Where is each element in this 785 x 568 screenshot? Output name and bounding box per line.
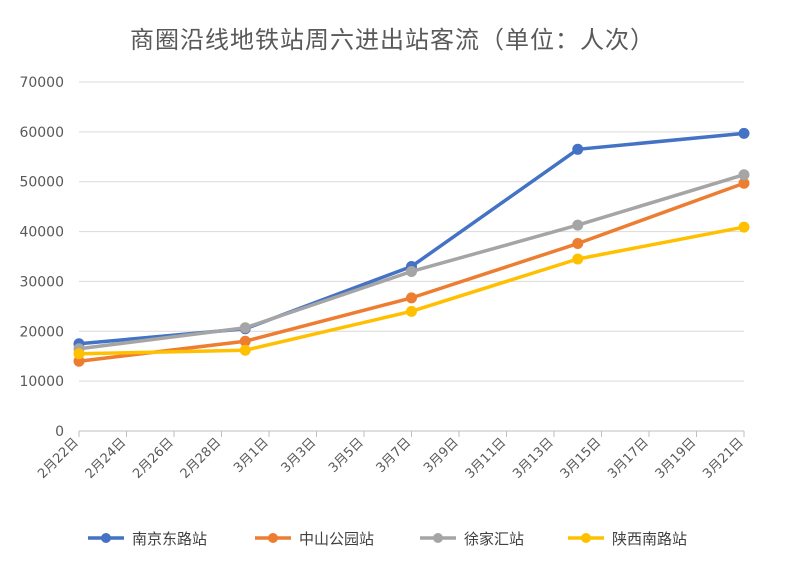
x-tick-label: 3月9日 xyxy=(421,435,462,476)
y-tick-label: 30000 xyxy=(19,274,64,290)
legend-marker xyxy=(268,533,278,543)
legend-label: 中山公园站 xyxy=(299,530,374,548)
x-tick-label: 3月19日 xyxy=(653,435,700,482)
series-point xyxy=(406,292,417,304)
series-point xyxy=(738,221,750,233)
y-tick-label: 60000 xyxy=(19,125,64,141)
series-point xyxy=(738,169,750,181)
legend-marker xyxy=(581,533,591,543)
series-point xyxy=(572,253,584,265)
legend-label: 陕西南路站 xyxy=(612,530,687,548)
x-tick-label: 3月5日 xyxy=(326,435,367,476)
x-tick-label: 2月28日 xyxy=(178,435,225,482)
series-point xyxy=(406,305,417,317)
series-point xyxy=(239,322,251,334)
series-point xyxy=(572,238,584,250)
x-tick-label: 2月24日 xyxy=(83,435,130,482)
legend-label: 南京东路站 xyxy=(132,530,207,548)
x-tick-label: 3月7日 xyxy=(374,435,415,476)
x-tick-label: 3月1日 xyxy=(231,435,272,476)
x-tick-label: 3月11日 xyxy=(463,435,510,482)
y-tick-label: 20000 xyxy=(19,324,64,340)
chart-title: 商圈沿线地铁站周六进出站客流（单位：人次） xyxy=(130,26,655,54)
series-point xyxy=(572,219,584,231)
y-tick-label: 10000 xyxy=(19,374,64,390)
series-point xyxy=(572,143,584,155)
legend-marker xyxy=(101,533,111,543)
y-tick-label: 50000 xyxy=(19,175,64,191)
x-tick-label: 3月21日 xyxy=(700,435,747,482)
x-tick-label: 3月3日 xyxy=(279,435,320,476)
legend-marker xyxy=(433,533,443,543)
y-tick-label: 0 xyxy=(55,424,64,440)
y-tick-label: 40000 xyxy=(19,225,64,241)
series-point xyxy=(738,127,750,139)
y-tick-label: 70000 xyxy=(19,75,64,91)
x-tick-label: 3月17日 xyxy=(605,435,652,482)
legend-label: 徐家汇站 xyxy=(464,530,524,548)
series-point xyxy=(239,344,251,356)
x-tick-label: 3月15日 xyxy=(558,435,605,482)
series-point xyxy=(73,348,85,360)
x-tick-label: 2月26日 xyxy=(130,435,177,482)
x-tick-label: 3月13日 xyxy=(510,435,557,482)
series-point xyxy=(406,265,417,277)
x-tick-label: 2月22日 xyxy=(35,435,82,482)
